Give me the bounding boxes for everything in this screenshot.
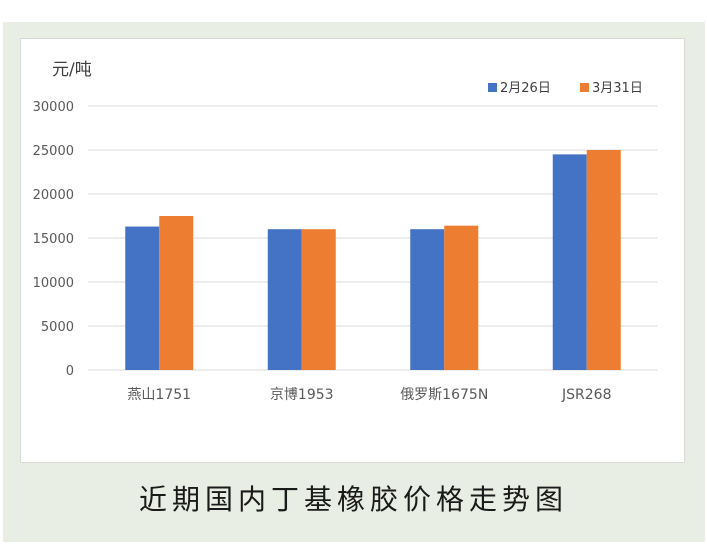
bar [267, 229, 302, 370]
bar [125, 226, 160, 370]
legend-swatch [488, 83, 497, 92]
y-tick-label: 15000 [33, 232, 74, 247]
legend: 2月26日 3月31日 [488, 81, 643, 96]
x-tick-label: JSR268 [561, 387, 611, 403]
y-tick-label: 30000 [33, 100, 74, 115]
y-tick-label: 5000 [41, 320, 74, 335]
y-tick-label: 25000 [33, 144, 74, 159]
bar [410, 229, 445, 370]
bar [444, 225, 479, 370]
y-tick-labels: 0 5000 10000 15000 20000 25000 30000 [33, 100, 74, 379]
bars [125, 150, 621, 370]
x-tick-label: 俄罗斯1675N [400, 387, 488, 403]
bar [159, 216, 194, 370]
legend-label: 2月26日 [500, 81, 551, 96]
x-tick-label: 燕山1751 [127, 387, 191, 403]
y-tick-label: 10000 [33, 276, 74, 291]
x-tick-label: 京博1953 [270, 386, 334, 403]
y-axis-label: 元/吨 [52, 60, 92, 80]
bar [301, 229, 336, 370]
legend-swatch [580, 83, 589, 92]
y-tick-label: 20000 [33, 188, 74, 203]
legend-label: 3月31日 [592, 81, 643, 96]
bar [586, 150, 621, 370]
x-tick-labels: 燕山1751 京博1953 俄罗斯1675N JSR268 [127, 386, 611, 403]
figure-caption: 近期国内丁基橡胶价格走势图 [138, 483, 568, 516]
y-tick-label: 0 [66, 364, 74, 379]
bar [552, 154, 587, 370]
